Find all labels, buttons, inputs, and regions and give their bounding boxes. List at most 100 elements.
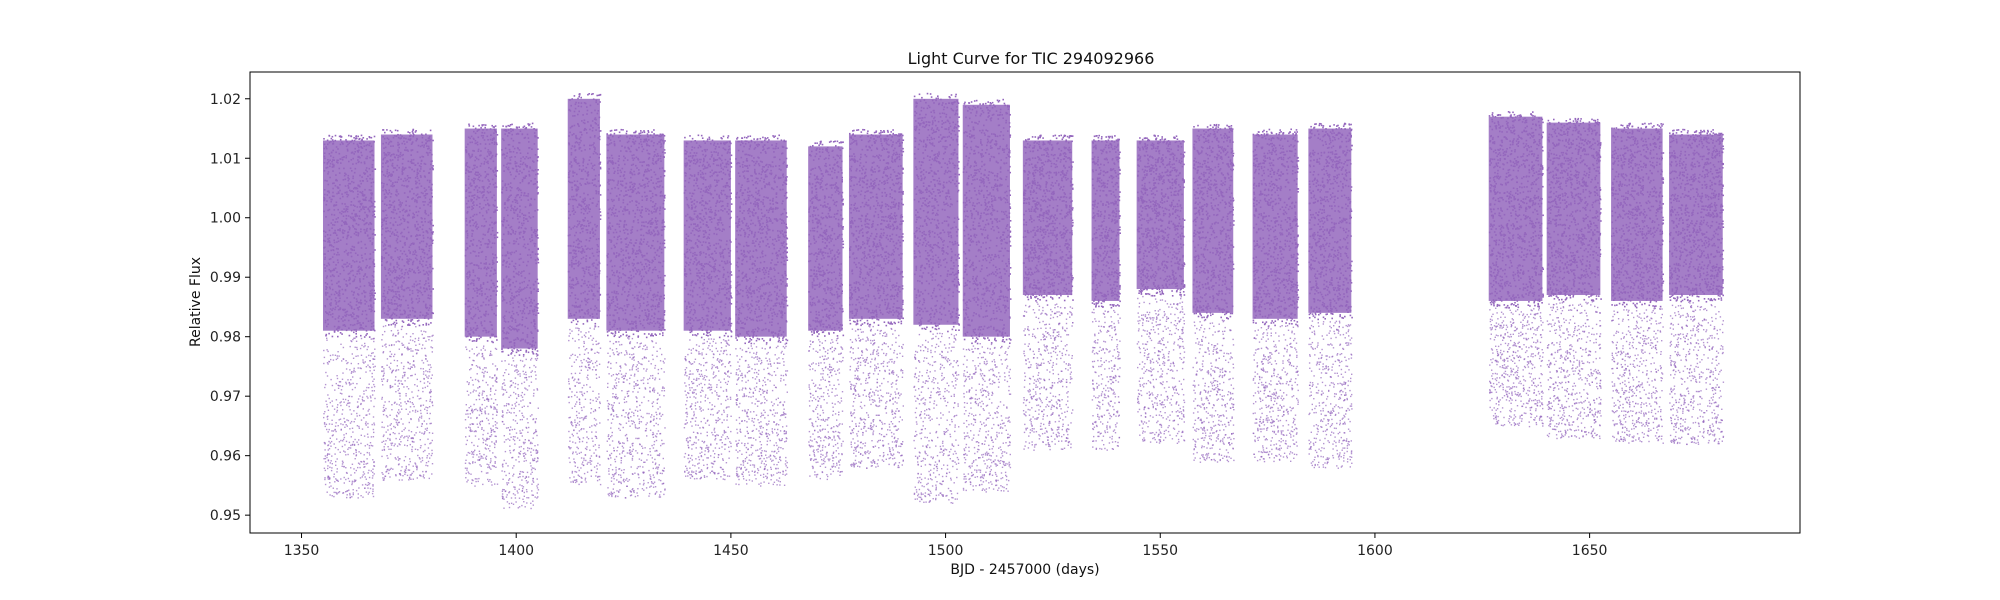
data-point xyxy=(338,441,341,443)
data-point xyxy=(483,345,485,347)
data-point xyxy=(520,257,522,260)
data-point xyxy=(352,224,354,227)
data-point xyxy=(334,291,337,293)
data-point xyxy=(340,162,342,164)
data-point xyxy=(368,476,371,479)
data-point xyxy=(397,456,399,458)
data-point xyxy=(537,258,539,261)
data-point xyxy=(575,231,577,234)
data-point xyxy=(385,196,388,198)
data-point xyxy=(480,208,483,210)
data-point xyxy=(430,163,432,166)
data-point xyxy=(523,168,525,171)
data-point xyxy=(487,178,489,181)
data-point xyxy=(368,366,371,368)
data-point xyxy=(490,151,492,154)
data-point xyxy=(570,287,572,289)
data-point xyxy=(415,205,418,208)
data-point xyxy=(327,173,329,175)
data-point xyxy=(575,283,577,286)
data-point xyxy=(406,178,409,181)
data-point xyxy=(345,329,348,332)
data-point xyxy=(470,308,472,310)
data-point xyxy=(537,253,539,255)
data-point xyxy=(363,161,366,163)
data-point xyxy=(464,254,467,257)
data-point xyxy=(397,159,399,161)
data-point xyxy=(357,363,360,365)
data-point xyxy=(328,448,331,450)
data-point xyxy=(525,227,527,230)
data-point xyxy=(531,332,533,334)
data-point xyxy=(496,236,499,239)
data-point xyxy=(323,247,325,249)
data-point xyxy=(392,223,394,226)
data-point xyxy=(397,264,400,267)
data-point xyxy=(385,440,387,442)
data-point xyxy=(476,339,478,341)
data-point xyxy=(326,491,328,493)
data-point xyxy=(489,128,492,130)
data-point xyxy=(395,193,397,196)
data-point xyxy=(415,344,417,346)
data-point xyxy=(336,271,338,273)
data-point xyxy=(391,385,394,388)
data-point xyxy=(472,315,475,318)
data-point xyxy=(350,436,352,438)
data-point xyxy=(583,219,586,222)
data-point xyxy=(474,449,476,451)
data-point xyxy=(339,197,342,200)
data-point xyxy=(381,300,383,302)
data-point xyxy=(372,366,375,368)
data-point xyxy=(384,217,386,219)
data-point xyxy=(332,487,334,489)
data-point xyxy=(528,302,531,304)
data-point xyxy=(466,454,468,456)
data-point xyxy=(494,234,496,236)
data-point xyxy=(414,411,417,413)
data-point xyxy=(338,167,341,170)
data-point xyxy=(426,140,428,143)
data-point xyxy=(335,460,337,463)
data-point xyxy=(356,150,359,152)
data-point xyxy=(327,363,329,365)
data-point xyxy=(331,160,333,163)
data-point xyxy=(426,145,428,147)
data-point xyxy=(418,182,421,185)
data-point xyxy=(389,274,391,276)
data-point xyxy=(523,393,526,396)
data-point xyxy=(389,196,392,198)
data-point xyxy=(489,216,492,219)
data-point xyxy=(383,404,385,407)
data-point xyxy=(472,269,475,272)
data-point xyxy=(525,317,528,319)
data-point xyxy=(414,349,417,351)
data-point xyxy=(422,234,425,237)
data-point xyxy=(515,328,518,331)
data-point xyxy=(530,298,532,301)
data-point xyxy=(324,157,326,160)
data-point xyxy=(482,206,485,209)
data-point xyxy=(360,161,363,164)
data-point xyxy=(521,224,524,227)
data-point xyxy=(334,267,337,270)
data-point xyxy=(533,459,536,461)
data-point xyxy=(518,288,520,291)
data-point xyxy=(521,299,524,302)
data-point xyxy=(351,483,353,486)
data-point xyxy=(336,377,339,380)
data-point xyxy=(411,391,413,393)
data-point xyxy=(420,162,422,165)
data-point xyxy=(360,228,362,230)
data-point xyxy=(411,374,413,377)
data-point xyxy=(490,427,492,430)
data-point xyxy=(403,437,405,439)
data-point xyxy=(515,199,517,201)
data-point xyxy=(536,487,539,489)
data-point xyxy=(466,469,468,471)
data-point xyxy=(518,324,521,326)
data-point xyxy=(353,443,356,446)
data-point xyxy=(495,186,498,188)
data-point xyxy=(407,469,410,471)
